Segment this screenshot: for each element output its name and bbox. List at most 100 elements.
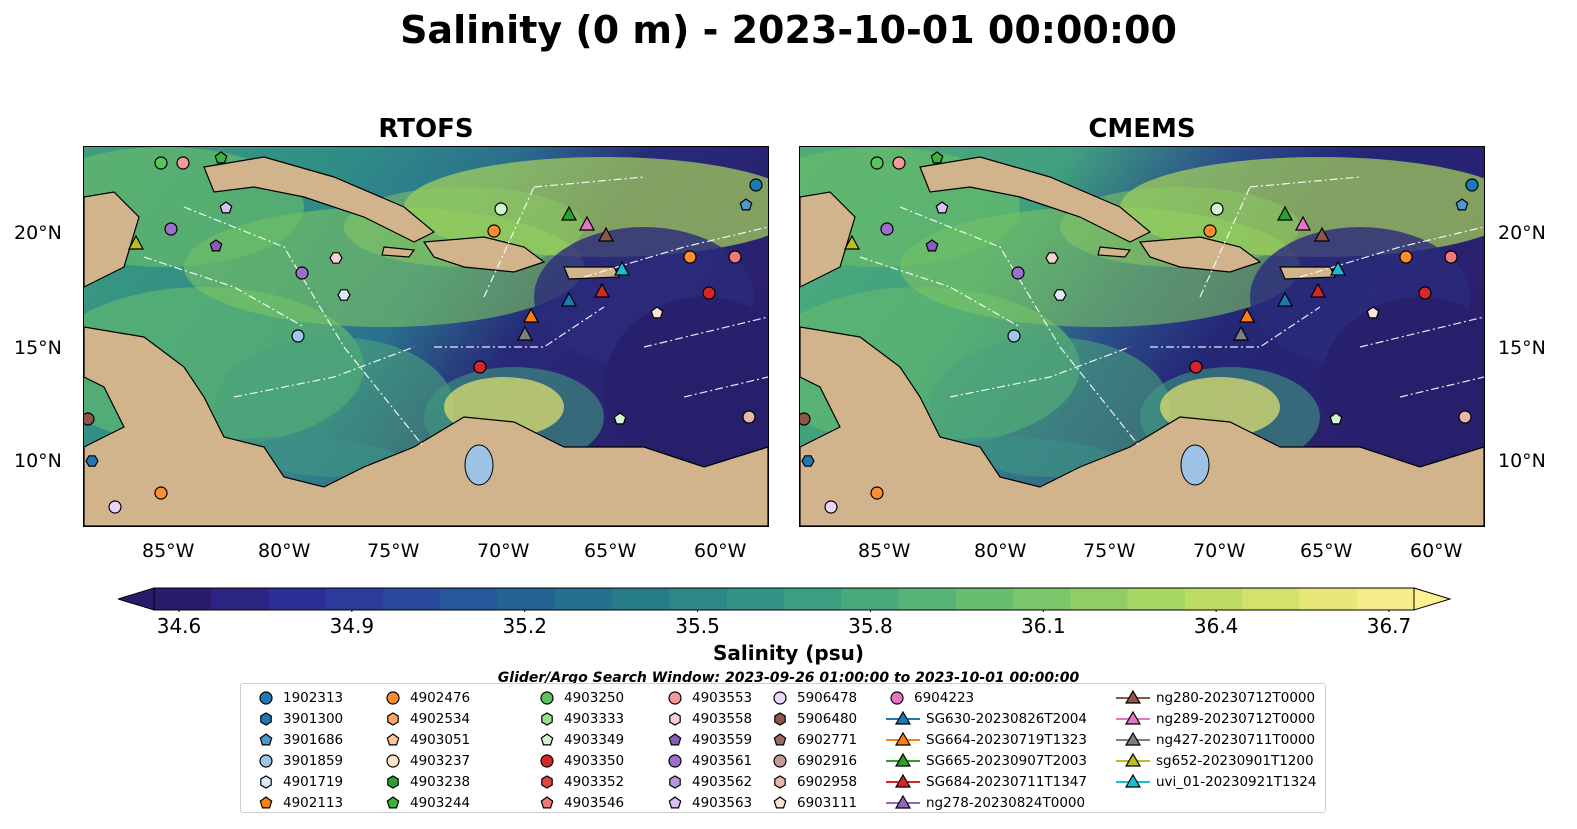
legend-label: 4903250 (564, 690, 625, 706)
pentagon-marker-icon (773, 796, 787, 809)
triangle-marker-icon (1116, 752, 1150, 767)
legend-item: 1902313 (255, 688, 343, 708)
lat-tick-label-left: 20°N (14, 222, 62, 244)
legend-label: 4903352 (564, 774, 625, 790)
hexagon-marker-icon (774, 712, 786, 726)
legend-label: SG630-20230826T2004 (926, 711, 1087, 727)
colorbar-label: Salinity (psu) (712, 641, 864, 665)
legend-label: 3901300 (283, 711, 344, 727)
hexagon-marker-icon (541, 712, 553, 726)
legend-label: 4903562 (692, 774, 753, 790)
hexagon-marker-icon (387, 712, 399, 726)
legend-item: 6904223 (886, 688, 974, 708)
lat-tick-label-right: 20°N (1498, 222, 1546, 244)
circle-marker-icon (386, 691, 400, 705)
pentagon-marker-icon (386, 733, 400, 746)
legend-item: SG664-20230719T1323 (886, 730, 1087, 750)
pentagon-marker-icon (259, 733, 273, 746)
lat-tick-label-right: 15°N (1498, 337, 1546, 359)
legend-label: ng280-20230712T0000 (1156, 690, 1316, 706)
triangle-marker-icon (1116, 710, 1150, 725)
legend-label: 6904223 (914, 690, 975, 706)
legend-item: 4903350 (536, 751, 624, 771)
map-panel-rtofs (83, 146, 769, 527)
legend-label: 4903546 (564, 795, 625, 811)
triangle-marker-icon (886, 731, 920, 746)
hexagon-marker-icon (260, 775, 272, 789)
circle-marker-icon (386, 754, 400, 768)
legend-label: ng278-20230824T0000 (926, 795, 1086, 811)
legend-item: 4903333 (536, 709, 624, 729)
legend-label: 4903553 (692, 690, 753, 706)
legend-label: 3901686 (283, 732, 344, 748)
search-window-text: Glider/Argo Search Window: 2023-09-26 01… (497, 670, 1080, 686)
legend-item: ng278-20230824T0000 (886, 793, 1085, 813)
legend-item: 4903238 (382, 772, 470, 792)
hexagon-marker-icon (541, 775, 553, 789)
triangle-marker-icon (1116, 731, 1150, 746)
legend-item: 4903553 (664, 688, 752, 708)
colorbar-tick-label: 35.5 (675, 614, 720, 638)
lon-tick-label-right: 75°W (1083, 540, 1136, 562)
legend-item: 4903561 (664, 751, 752, 771)
legend-item: ng289-20230712T0000 (1116, 709, 1315, 729)
hexagon-marker-icon (774, 775, 786, 789)
hexagon-marker-icon (387, 775, 399, 789)
legend-item: 3901686 (255, 730, 343, 750)
pentagon-marker-icon (386, 796, 400, 809)
lon-tick-label-left: 65°W (584, 540, 637, 562)
legend-item: 4902534 (382, 709, 470, 729)
colorbar-tick-label: 36.1 (1021, 614, 1066, 638)
legend-label: 4903238 (410, 774, 471, 790)
legend-label: 6902958 (797, 774, 858, 790)
legend-label: 6902916 (797, 753, 858, 769)
lat-tick-label-left: 10°N (14, 450, 62, 472)
legend-item: 4903250 (536, 688, 624, 708)
legend-item: 4903244 (382, 793, 470, 813)
legend-label: ng289-20230712T0000 (1156, 711, 1316, 727)
colorbar-tick-label: 34.6 (156, 614, 202, 638)
legend-label: SG664-20230719T1323 (926, 732, 1087, 748)
legend-label: 5906478 (797, 690, 858, 706)
circle-marker-icon (540, 691, 554, 705)
legend-label: 5906480 (797, 711, 858, 727)
lon-tick-label-left: 80°W (258, 540, 311, 562)
legend-item: 4903349 (536, 730, 624, 750)
legend-item: ng280-20230712T0000 (1116, 688, 1315, 708)
legend-item: uvi_01-20230921T1324 (1116, 772, 1316, 792)
circle-marker-icon (773, 754, 787, 768)
lon-tick-label-left: 75°W (367, 540, 420, 562)
legend-item: SG630-20230826T2004 (886, 709, 1087, 729)
legend-label: 4903349 (564, 732, 625, 748)
legend-label: 6902771 (797, 732, 858, 748)
legend-item: 4903563 (664, 793, 752, 813)
legend-label: 4903333 (564, 711, 625, 727)
legend-label: 4902534 (410, 711, 471, 727)
legend-item: SG665-20230907T2003 (886, 751, 1087, 771)
lon-tick-label-right: 85°W (858, 540, 911, 562)
legend-label: 4903558 (692, 711, 753, 727)
pentagon-marker-icon (773, 733, 787, 746)
legend-label: 4901719 (283, 774, 344, 790)
hexagon-marker-icon (669, 712, 681, 726)
legend: 1902313 3901300 3901686 3901859 4901719 49021… (240, 683, 1326, 813)
lon-tick-label-right: 65°W (1300, 540, 1353, 562)
circle-marker-icon (890, 691, 904, 705)
legend-item: 4903558 (664, 709, 752, 729)
colorbar-tick-label: 35.8 (848, 614, 893, 638)
map-panel-cmems (799, 146, 1485, 527)
legend-label: ng427-20230711T0000 (1156, 732, 1316, 748)
circle-marker-icon (668, 754, 682, 768)
legend-item: 4903562 (664, 772, 752, 792)
circle-marker-icon (259, 754, 273, 768)
figure-title: Salinity (0 m) - 2023-10-01 00:00:00 (400, 8, 1177, 52)
panel-title-rtofs: RTOFS (378, 114, 474, 144)
triangle-marker-icon (886, 773, 920, 788)
legend-item: 6902771 (769, 730, 857, 750)
hexagon-marker-icon (260, 712, 272, 726)
legend-label: uvi_01-20230921T1324 (1156, 774, 1317, 790)
pentagon-marker-icon (540, 733, 554, 746)
legend-label: 4903237 (410, 753, 471, 769)
lon-tick-label-right: 60°W (1410, 540, 1463, 562)
legend-label: SG684-20230711T1347 (926, 774, 1087, 790)
